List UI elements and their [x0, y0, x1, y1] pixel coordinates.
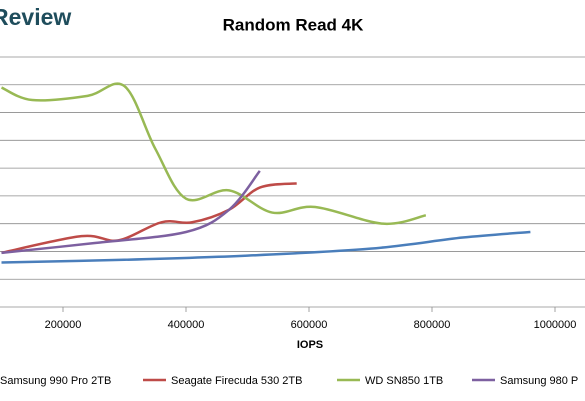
x-tick-label: 400000 — [168, 319, 205, 331]
series-line — [1, 182, 297, 255]
legend-label: WD SN850 1TB — [365, 375, 443, 387]
series-line — [1, 230, 531, 264]
legend-label: Samsung 980 P — [500, 375, 578, 387]
x-tick-label: 600000 — [291, 319, 328, 331]
legend-label: Seagate Firecuda 530 2TB — [171, 375, 302, 387]
x-axis-label: IOPS — [297, 339, 323, 351]
brand-logo: Review — [0, 4, 71, 30]
x-tick-label: 800000 — [414, 319, 451, 331]
series-line — [0, 82, 427, 226]
legend-label: Samsung 990 Pro 2TB — [0, 375, 111, 387]
chart-title: Random Read 4K — [223, 15, 364, 34]
x-tick-label: 1000000 — [534, 319, 577, 331]
x-tick-label: 200000 — [45, 319, 82, 331]
series-line — [1, 170, 261, 255]
